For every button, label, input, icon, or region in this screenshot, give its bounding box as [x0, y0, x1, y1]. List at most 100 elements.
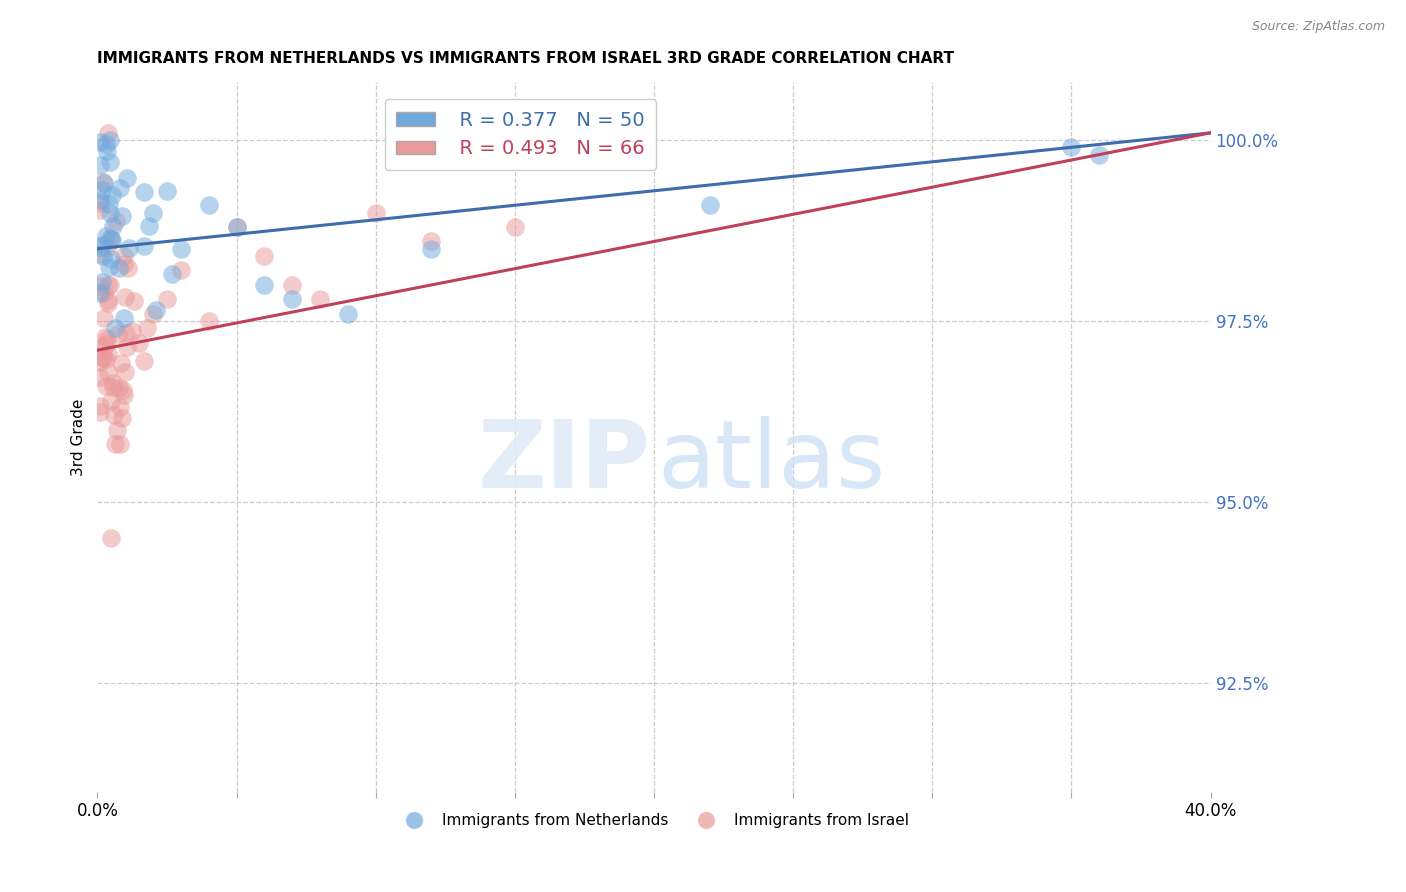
Point [97, 293, 120, 307]
Point [97, 365, 120, 379]
Point [96, 144, 118, 158]
Point [699, 198, 721, 212]
Point [100, 133, 122, 147]
Point [225, 219, 247, 234]
Point [96, 336, 118, 351]
Point [93, 249, 115, 263]
Point [108, 260, 131, 275]
Point [197, 198, 219, 212]
Point [89, 193, 111, 207]
Point [107, 327, 129, 342]
Point [93, 285, 115, 300]
Point [160, 268, 183, 282]
Point [118, 241, 141, 255]
Point [91, 351, 114, 365]
Point [91, 183, 114, 197]
Point [112, 256, 135, 270]
Point [89, 240, 111, 254]
Point [134, 239, 156, 253]
Point [101, 380, 124, 394]
Point [225, 219, 247, 234]
Point [97, 295, 120, 310]
Point [97, 277, 120, 292]
Point [98, 205, 121, 219]
Text: IMMIGRANTS FROM NETHERLANDS VS IMMIGRANTS FROM ISRAEL 3RD GRADE CORRELATION CHAR: IMMIGRANTS FROM NETHERLANDS VS IMMIGRANT… [97, 51, 955, 66]
Point [364, 205, 387, 219]
Point [89, 157, 111, 171]
Point [122, 294, 145, 309]
Point [98, 278, 121, 293]
Point [91, 175, 114, 189]
Point [89, 279, 111, 293]
Point [156, 184, 179, 198]
Point [281, 293, 304, 307]
Point [101, 187, 124, 202]
Point [115, 171, 138, 186]
Point [103, 409, 125, 423]
Point [142, 205, 165, 219]
Point [96, 351, 118, 366]
Point [420, 242, 443, 256]
Point [108, 400, 131, 414]
Point [136, 321, 159, 335]
Point [105, 214, 128, 228]
Point [112, 311, 135, 326]
Point [336, 307, 359, 321]
Point [97, 126, 120, 140]
Point [98, 197, 121, 211]
Point [89, 399, 111, 413]
Point [128, 335, 150, 350]
Point [108, 437, 131, 451]
Point [101, 219, 124, 233]
Point [93, 177, 115, 191]
Point [111, 410, 134, 425]
Point [97, 347, 120, 361]
Point [100, 532, 122, 546]
Point [309, 293, 332, 307]
Point [253, 249, 276, 263]
Point [115, 340, 138, 354]
Text: Source: ZipAtlas.com: Source: ZipAtlas.com [1251, 20, 1385, 33]
Point [197, 314, 219, 328]
Point [91, 351, 114, 365]
Point [101, 233, 124, 247]
Point [117, 260, 139, 275]
Point [114, 290, 136, 304]
Point [111, 383, 134, 397]
Legend: Immigrants from Netherlands, Immigrants from Israel: Immigrants from Netherlands, Immigrants … [392, 806, 915, 834]
Point [93, 339, 115, 353]
Point [132, 186, 155, 200]
Point [121, 324, 143, 338]
Point [96, 136, 118, 151]
Point [100, 230, 122, 244]
Point [90, 276, 112, 290]
Text: atlas: atlas [658, 416, 886, 508]
Point [89, 370, 111, 384]
Point [89, 247, 111, 261]
Point [100, 393, 122, 408]
Point [89, 135, 111, 149]
Point [96, 229, 118, 244]
Point [89, 404, 111, 418]
Point [96, 332, 118, 346]
Point [89, 355, 111, 369]
Point [98, 155, 121, 169]
Point [142, 307, 165, 321]
Point [132, 353, 155, 368]
Point [170, 242, 193, 256]
Point [111, 210, 134, 224]
Point [115, 326, 138, 340]
Y-axis label: 3rd Grade: 3rd Grade [72, 399, 86, 475]
Point [100, 232, 122, 246]
Point [89, 202, 111, 217]
Point [101, 376, 124, 390]
Point [156, 293, 179, 307]
Point [91, 238, 114, 252]
Point [253, 277, 276, 292]
Point [93, 310, 115, 325]
Point [93, 330, 115, 344]
Point [170, 263, 193, 277]
Point [114, 365, 136, 379]
Point [281, 277, 304, 292]
Point [1088, 147, 1111, 161]
